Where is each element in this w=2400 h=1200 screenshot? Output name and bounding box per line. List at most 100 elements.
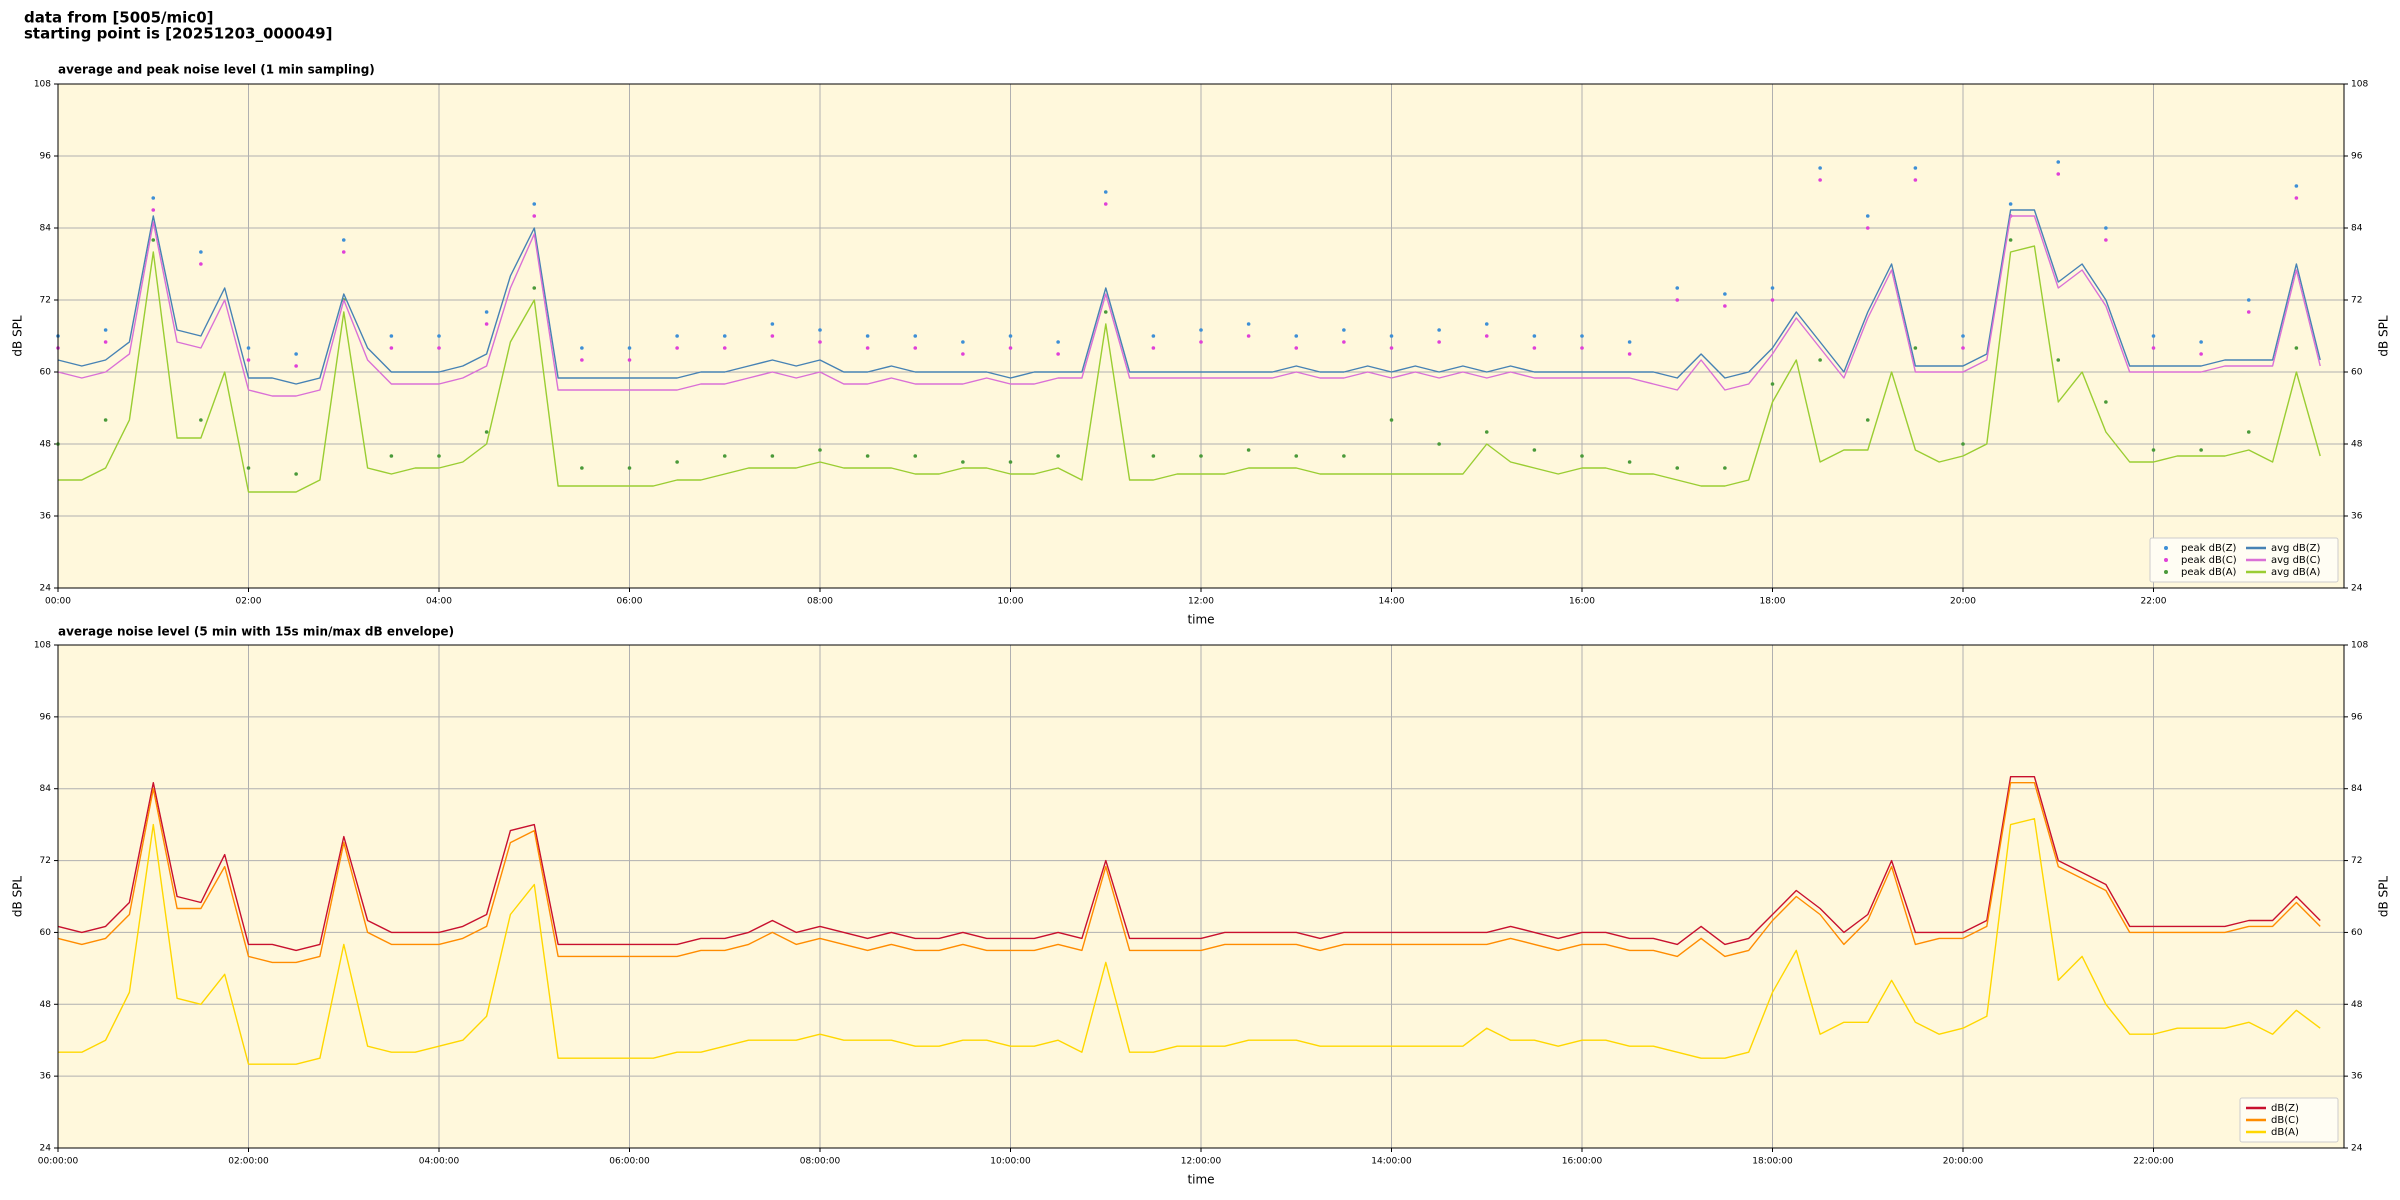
peak-point	[294, 352, 298, 356]
y2-tick-label: 60	[2351, 928, 2363, 938]
plot-frame	[57, 644, 2345, 1149]
y2-tick-label: 60	[2351, 368, 2363, 378]
x-tick-label: 16:00:00	[1562, 1157, 1603, 1167]
y2-tick-label: 48	[2351, 1000, 2363, 1010]
peak-point	[913, 454, 918, 458]
peak-point	[1342, 454, 1346, 458]
peak-point	[675, 346, 679, 350]
y2-tick-label: 24	[2351, 584, 2363, 594]
peak-point	[1246, 448, 1251, 452]
x-tick-label: 06:00:00	[609, 1157, 650, 1167]
peak-point	[246, 358, 251, 362]
peak-point	[1199, 328, 1203, 332]
y2-tick-label: 108	[2351, 80, 2368, 90]
y-tick-label: 36	[40, 1072, 52, 1082]
legend-label: avg dB(C)	[2271, 555, 2321, 566]
series-line	[57, 776, 2321, 952]
peak-point	[865, 454, 870, 458]
peak-point	[913, 346, 918, 350]
y-tick-label: 108	[34, 80, 51, 90]
x-tick-label: 02:00	[236, 597, 262, 607]
peak-point	[532, 202, 537, 206]
peak-point	[1961, 442, 1965, 446]
peak-point	[1437, 340, 1441, 344]
peak-point	[1056, 340, 1060, 344]
x-tick-label: 10:00:00	[990, 1157, 1031, 1167]
x-tick-label: 18:00:00	[1752, 1157, 1793, 1167]
peak-point	[627, 466, 632, 470]
peak-point	[151, 196, 156, 200]
legend-marker	[2164, 570, 2168, 574]
peak-point	[2056, 358, 2061, 362]
x-tick-label: 12:00	[1188, 597, 1214, 607]
peak-point	[1008, 334, 1013, 338]
peak-point	[722, 334, 727, 338]
peak-point	[1913, 178, 1918, 182]
x-tick-label: 14:00	[1379, 597, 1405, 607]
peak-point	[1723, 292, 1727, 296]
peak-point	[1627, 340, 1632, 344]
y2-tick-label: 84	[2351, 784, 2363, 794]
series-line	[57, 782, 2321, 964]
peak-point	[818, 448, 822, 452]
x-axis-label: time	[1187, 613, 1214, 627]
peak-point	[722, 454, 727, 458]
peak-point	[1580, 346, 1584, 350]
peak-point	[961, 340, 965, 344]
peak-point	[1437, 442, 1441, 446]
peak-point	[1627, 460, 1632, 464]
y-tick-label: 24	[40, 1144, 52, 1154]
y-tick-label: 108	[34, 641, 51, 651]
peak-point	[1961, 334, 1965, 338]
y2-tick-label: 72	[2351, 296, 2362, 306]
x-tick-label: 22:00:00	[2133, 1157, 2174, 1167]
legend-label: peak dB(A)	[2181, 567, 2237, 578]
peak-point	[580, 466, 584, 470]
peak-point	[151, 208, 156, 212]
y-tick-label: 48	[40, 440, 52, 450]
y2-axis-label: dB SPL	[2377, 315, 2391, 357]
peak-point	[1484, 322, 1489, 326]
peak-point	[1342, 340, 1346, 344]
peak-point	[2151, 334, 2156, 338]
x-tick-label: 22:00	[2141, 597, 2167, 607]
peak-point	[865, 334, 870, 338]
peak-point	[199, 418, 203, 422]
peak-point	[1199, 454, 1203, 458]
peak-point	[1913, 166, 1918, 170]
peak-point	[1532, 334, 1537, 338]
peak-point	[1103, 202, 1108, 206]
legend-label: peak dB(Z)	[2181, 543, 2237, 554]
peak-point	[1151, 334, 1156, 338]
peak-point	[1151, 346, 1156, 350]
peak-point	[1961, 346, 1965, 350]
peak-point	[2056, 172, 2061, 176]
peak-point	[1675, 286, 1680, 290]
x-tick-label: 00:00:00	[38, 1157, 79, 1167]
y-tick-label: 60	[40, 928, 52, 938]
peak-point	[2294, 196, 2299, 200]
peak-point	[389, 346, 394, 350]
peak-point	[2151, 448, 2156, 452]
peak-point	[103, 340, 108, 344]
peak-point	[2104, 400, 2108, 404]
x-tick-label: 16:00	[1569, 597, 1595, 607]
peak-point	[2294, 184, 2299, 188]
peak-point	[2199, 448, 2203, 452]
legend-marker	[2164, 546, 2168, 550]
peak-point	[1294, 454, 1299, 458]
peak-point	[294, 364, 298, 368]
legend-box	[2149, 537, 2339, 583]
peak-point	[1103, 310, 1108, 314]
header-line: data from [5005/mic0]	[24, 9, 214, 27]
peak-point	[2104, 226, 2108, 230]
x-tick-label: 10:00	[998, 597, 1024, 607]
peak-point	[246, 466, 251, 470]
peak-point	[1818, 178, 1822, 182]
peak-point	[1246, 322, 1251, 326]
y2-tick-label: 48	[2351, 440, 2363, 450]
y2-tick-label: 84	[2351, 224, 2363, 234]
peak-point	[1770, 298, 1775, 302]
peak-point	[1532, 448, 1537, 452]
